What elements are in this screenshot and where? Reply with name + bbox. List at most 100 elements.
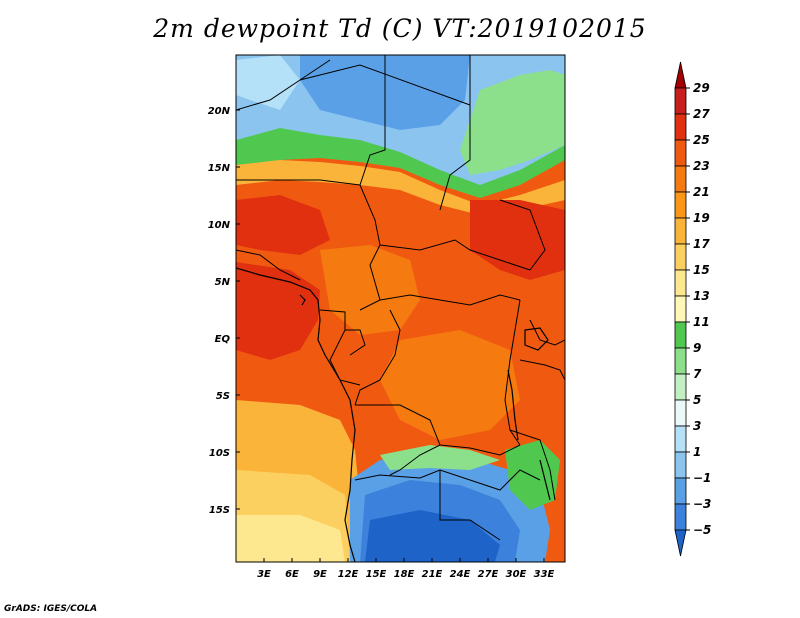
colorbar-label: 9	[693, 341, 701, 355]
field-sahel-band	[236, 128, 565, 198]
colorbar-label: 5	[693, 393, 701, 407]
lon-label-21e: 21E	[422, 569, 443, 580]
colorbar-swatch	[674, 269, 687, 297]
border-gabon-congo	[329, 329, 361, 386]
colorbar-swatch	[674, 425, 687, 453]
colorbar-swatch	[674, 321, 687, 349]
lon-label-12e: 12E	[338, 569, 359, 580]
colorbar-label: 11	[693, 315, 710, 329]
border-algeria-niger	[236, 59, 331, 111]
lon-label-9e: 9E	[313, 569, 327, 580]
border-botswana	[439, 470, 501, 541]
lon-label-33e: 33E	[534, 569, 555, 580]
colorbar-label: 7	[693, 367, 702, 381]
lat-label-15s: 15S	[209, 505, 230, 516]
border-equatorial-guinea-gabon	[319, 309, 366, 356]
lat-label-5s: 5S	[216, 391, 230, 402]
colorbar-swatch	[674, 399, 687, 427]
colorbar-label: 17	[693, 237, 710, 251]
border-drc-zambia	[439, 444, 521, 456]
colorbar: 29 27 25 23 21 19 17 15 13 11 9 7 5 3 1 −1 −3 −5	[674, 61, 711, 557]
field-sahel-transition	[236, 160, 565, 215]
colorbar-swatch	[674, 191, 687, 219]
longitude-axis: 3E 6E 9E 12E 15E 18E 21E 24E 27E 30E 33E	[257, 558, 555, 580]
colorbar-label: 15	[693, 263, 710, 277]
field-sudan-hot	[470, 200, 565, 280]
lon-label-24e: 24E	[450, 569, 471, 580]
colorbar-label: −5	[693, 523, 711, 537]
border-niger-nigeria	[236, 179, 361, 186]
lat-label-eq: EQ	[215, 334, 231, 345]
field-nigeria-hot	[236, 195, 330, 255]
colorbar-label: 19	[693, 211, 710, 225]
colorbar-swatch	[674, 165, 687, 193]
colorbar-swatch	[674, 87, 687, 115]
lat-label-10s: 10S	[209, 448, 230, 459]
lat-label-5n: 5N	[215, 277, 231, 288]
lon-label-6e: 6E	[285, 569, 299, 580]
colorbar-swatch	[674, 217, 687, 245]
field-northwest-dry	[236, 55, 300, 110]
colorbar-label: 25	[693, 133, 710, 147]
colorbar-swatch	[674, 529, 687, 557]
border-congo-drc	[354, 309, 401, 406]
country-boundaries	[236, 55, 565, 541]
colorbar-label: 27	[693, 107, 710, 121]
border-niger-libya-chad	[299, 55, 471, 106]
lat-label-10n: 10N	[208, 220, 231, 231]
colorbar-label: −1	[693, 471, 711, 485]
colorbar-swatch	[674, 347, 687, 375]
border-uganda-kenya	[529, 319, 565, 346]
border-drc-east	[504, 299, 521, 446]
colorbar-swatch	[674, 477, 687, 505]
colorbar-swatch	[674, 113, 687, 141]
coastlines	[236, 267, 551, 562]
dewpoint-field	[236, 55, 565, 562]
colorbar-swatch	[674, 139, 687, 167]
colorbar-swatch	[674, 451, 687, 479]
border-car-south	[379, 294, 521, 306]
field-far-southwest	[236, 515, 345, 562]
lake-victoria	[524, 327, 549, 351]
border-chad-sudan	[439, 105, 471, 211]
bioko-island	[299, 294, 306, 306]
lon-label-3e: 3E	[257, 569, 271, 580]
field-kalahari-very-dry	[365, 510, 500, 562]
colorbar-label: 23	[693, 159, 710, 173]
border-sudan-southsudan	[499, 199, 546, 271]
lon-label-18e: 18E	[394, 569, 415, 580]
border-nigeria-cameroon	[359, 184, 381, 311]
colorbar-swatch	[674, 373, 687, 401]
colorbar-swatch	[674, 503, 687, 531]
colorbar-label: 21	[693, 185, 710, 199]
lake-malawi	[539, 459, 551, 501]
atlantic-coastline	[236, 267, 356, 562]
border-angola-namibia	[354, 469, 471, 481]
lat-label-20n: 20N	[208, 106, 231, 117]
border-rwanda-tanzania	[519, 359, 565, 381]
colorbar-label: 13	[693, 289, 710, 303]
border-zambia-zimbabwe	[469, 469, 541, 491]
field-zambia-moist	[380, 445, 500, 470]
colorbar-swatch	[674, 61, 687, 89]
map-title: 2m dewpoint Td (C) VT:2019102015	[153, 14, 647, 43]
colorbar-label: 3	[693, 419, 701, 433]
colorbar-label: 1	[693, 445, 701, 459]
border-tanzania-mozambique	[509, 429, 556, 501]
lake-tanganyika	[507, 369, 519, 441]
lon-label-27e: 27E	[478, 569, 499, 580]
lon-label-15e: 15E	[366, 569, 387, 580]
colorbar-swatch	[674, 295, 687, 323]
lon-label-30e: 30E	[506, 569, 527, 580]
colorbar-label: 29	[693, 81, 710, 95]
latitude-axis: 20N 15N 10N 5N EQ 5S 10S 15S	[208, 106, 240, 516]
colorbar-label: −3	[693, 497, 711, 511]
border-car-north	[379, 239, 531, 271]
lat-label-15n: 15N	[208, 163, 231, 174]
border-benin-nigeria	[236, 249, 301, 281]
field-northeast-moist	[460, 70, 565, 175]
field-coastal-west	[236, 262, 320, 360]
grads-credit: GrADS: IGES/COLA	[4, 604, 98, 614]
border-niger-chad	[359, 55, 386, 186]
